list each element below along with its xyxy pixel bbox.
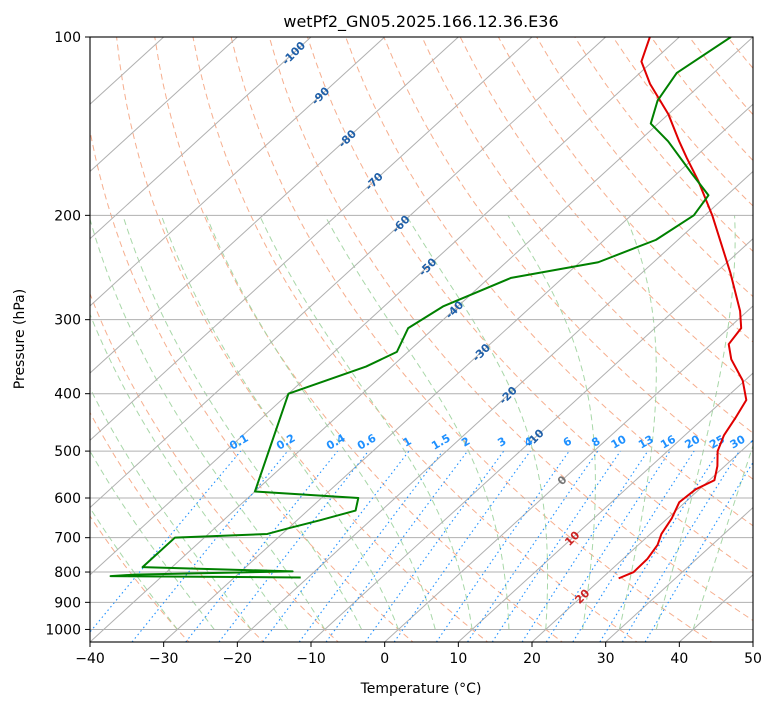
y-tick-label: 1000: [45, 622, 81, 638]
y-axis: 1000 900 800 700 600 500 400 300 200 100: [45, 30, 90, 638]
y-tick-label: 800: [54, 565, 81, 581]
dry-adiabat: [497, 37, 753, 343]
reference-lines: [90, 37, 753, 642]
mixing-ratio-line: [621, 450, 740, 642]
dry-adiabat: [268, 37, 753, 622]
mixing-ratio-line: [393, 450, 531, 642]
isotherm-line: [310, 237, 753, 642]
y-tick-label: 500: [54, 444, 81, 460]
mixing-ratio-line: [644, 461, 753, 642]
dry-adiabat: [536, 37, 753, 298]
x-tick-label: −10: [296, 651, 326, 667]
sounding-profiles: [109, 37, 748, 580]
mixing-ratio-label: 36: [748, 432, 768, 451]
x-tick-label: −30: [149, 651, 179, 667]
dry-adiabat: [154, 37, 564, 642]
isotherm-line: [457, 372, 753, 642]
x-tick-label: 10: [449, 651, 467, 667]
moist-adiabat: [655, 215, 736, 630]
isotherm-line: [605, 506, 753, 642]
mixing-ratio-line: [599, 450, 720, 642]
isotherm-line: [90, 37, 680, 576]
isotherm-line: [90, 37, 386, 307]
x-tick-label: −20: [223, 651, 253, 667]
isotherm-line: [90, 37, 533, 442]
mixing-ratio-line: [521, 450, 649, 642]
x-tick-label: 50: [744, 651, 762, 667]
mixing-ratio-line: [491, 450, 621, 642]
x-tick-label: 20: [523, 651, 541, 667]
isotherm-line: [90, 37, 238, 173]
temperature-profile-line: [618, 37, 748, 580]
isotherm-line: [531, 439, 753, 642]
dry-adiabat: [345, 37, 753, 527]
isotherm-line: [163, 103, 753, 642]
dry-adiabat: [307, 37, 753, 574]
mixing-ratio-line: [131, 450, 289, 642]
isotherm-line: [236, 170, 753, 642]
dewpoint-profile-line: [109, 37, 732, 579]
x-tick-label: 0: [380, 651, 389, 667]
dry-adiabat: [459, 37, 753, 388]
mixing-ratio-line: [545, 450, 671, 642]
y-tick-label: 100: [54, 30, 81, 46]
y-tick-label: 200: [54, 208, 81, 224]
plot-frame: [89, 36, 754, 643]
plot-area: -100-90-80-70-60-50-40-30-20-10010203040…: [90, 37, 768, 642]
x-tick-label: 30: [597, 651, 615, 667]
isotherm-line: [90, 37, 607, 509]
x-tick-label: 40: [670, 651, 688, 667]
isotherm-line: [90, 37, 459, 374]
y-tick-label: 700: [54, 531, 81, 547]
x-axis-label: Temperature (°C): [360, 681, 482, 697]
y-tick-label: 600: [54, 491, 81, 507]
y-axis-label: Pressure (hPa): [12, 289, 28, 389]
chart-title: wetPf2_GN05.2025.166.12.36.E36: [283, 12, 558, 32]
x-axis: −40 −30 −20 −10 0 10 20 30 40 50: [75, 642, 762, 667]
isotherm-line: [90, 37, 753, 642]
isotherm-line: [90, 37, 312, 240]
moist-adiabat: [122, 215, 363, 630]
mixing-ratio-line: [435, 450, 570, 642]
dry-adiabat: [90, 411, 265, 642]
dry-adiabat: [421, 37, 753, 434]
mixing-ratio-line: [185, 450, 338, 642]
y-tick-label: 900: [54, 595, 81, 611]
mixing-ratio-line: [572, 450, 695, 642]
x-tick-label: −40: [75, 651, 105, 667]
y-tick-label: 400: [54, 387, 81, 403]
y-tick-label: 300: [54, 313, 81, 329]
mixing-ratio-line: [467, 450, 599, 642]
mixing-ratio-line: [262, 450, 410, 642]
isotherm-line: [384, 305, 753, 642]
dry-adiabat: [383, 37, 753, 480]
